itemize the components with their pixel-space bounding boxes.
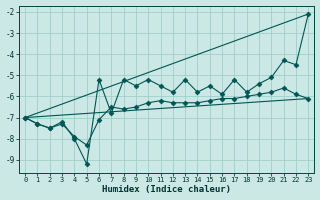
- X-axis label: Humidex (Indice chaleur): Humidex (Indice chaleur): [102, 185, 231, 194]
